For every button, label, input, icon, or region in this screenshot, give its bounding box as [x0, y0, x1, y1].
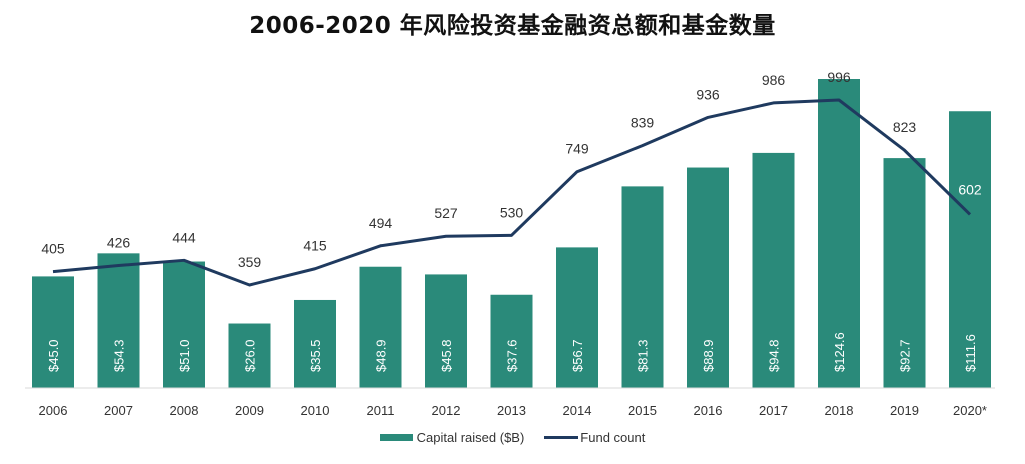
legend-item-capital: Capital raised ($B) — [379, 430, 525, 445]
line-value-label: 494 — [369, 215, 393, 231]
bar-2010 — [294, 299, 336, 388]
line-series — [52, 98, 972, 287]
bar-2017 — [752, 152, 795, 388]
x-tick-label: 2018 — [825, 403, 854, 418]
bar-value-label: $124.6 — [832, 332, 847, 372]
legend-label-fund-count: Fund count — [580, 430, 646, 445]
chart-area: $45.0 $54.3 $51.0 $26.0 $35.5 $48.9 $45.8 $37.6… — [25, 69, 995, 418]
bar-value-label: $111.6 — [963, 334, 978, 372]
x-tick-label: 2008 — [170, 403, 199, 418]
bar-2018 — [818, 79, 860, 388]
line-value-label: 527 — [434, 205, 458, 221]
x-tick-label: 2012 — [432, 403, 461, 418]
bar-2006 — [32, 276, 74, 388]
x-tick-label: 2020* — [953, 403, 987, 418]
x-tick-label: 2009 — [235, 403, 264, 418]
legend-swatch-bar — [379, 434, 413, 441]
line-value-label: 996 — [827, 69, 851, 85]
legend-label-capital: Capital raised ($B) — [416, 430, 525, 445]
x-tick-label: 2014 — [563, 403, 592, 418]
x-tick-label: 2010 — [301, 403, 330, 418]
x-tick-label: 2007 — [104, 403, 133, 418]
bar-value-label: $88.9 — [701, 339, 716, 372]
bar-series — [32, 79, 991, 388]
bar-2011 — [359, 266, 402, 388]
line-value-label: 936 — [696, 86, 720, 102]
x-tick-label: 2015 — [628, 403, 657, 418]
line-value-label: 444 — [172, 229, 196, 245]
x-tick-label: 2011 — [367, 403, 395, 418]
bar-2013 — [490, 294, 533, 388]
bar-value-label: $54.3 — [112, 339, 127, 372]
bar-value-label: $35.5 — [308, 339, 323, 372]
x-tick-label: 2016 — [694, 403, 723, 418]
x-tick-label: 2019 — [890, 403, 919, 418]
bar-2014 — [556, 247, 598, 388]
line-value-label: 839 — [631, 115, 655, 131]
bar-2012 — [425, 274, 467, 388]
data-labels: $45.0 $54.3 $51.0 $26.0 $35.5 $48.9 $45.8 $37.6… — [41, 69, 982, 372]
x-tick-labels: 2006 2007 2008 2009 2010 2011 2012 2013 2014 2015… — [39, 403, 987, 418]
legend: Capital raised ($B) Fund count — [0, 430, 1025, 445]
bar-value-label: $48.9 — [374, 339, 389, 372]
bar-2007 — [97, 253, 140, 388]
bar-value-label: $51.0 — [177, 339, 192, 372]
bar-2009 — [228, 323, 271, 388]
bar-2016 — [687, 167, 729, 388]
chart-title: 2006-2020 年风险投资基金融资总额和基金数量 — [249, 13, 776, 39]
line-value-label: 405 — [41, 241, 65, 257]
line-value-label: 426 — [107, 235, 131, 251]
bar-2019 — [883, 158, 926, 388]
legend-swatch-line — [544, 436, 579, 439]
line-value-label: 823 — [893, 119, 917, 135]
bar-value-label: $81.3 — [636, 339, 651, 372]
bar-2008 — [163, 261, 205, 388]
bar-2020 — [949, 111, 991, 388]
line-value-label: 530 — [500, 204, 524, 220]
bar-value-label: $56.7 — [570, 339, 585, 372]
bar-value-label: $94.8 — [767, 339, 782, 372]
line-value-label: 986 — [762, 72, 786, 88]
bar-value-label: $26.0 — [243, 339, 258, 372]
x-tick-label: 2006 — [39, 403, 68, 418]
line-value-label: 415 — [303, 238, 327, 254]
x-tick-label: 2013 — [497, 403, 526, 418]
bar-value-label: $92.7 — [898, 339, 913, 372]
line-value-label: 359 — [238, 254, 262, 270]
bar-value-label: $45.8 — [439, 339, 454, 372]
bar-value-label: $37.6 — [505, 339, 520, 372]
legend-item-fund-count: Fund count — [544, 430, 645, 445]
bar-value-label: $45.0 — [46, 339, 61, 372]
x-tick-label: 2017 — [759, 403, 788, 418]
line-value-label: 602 — [958, 181, 982, 197]
bar-2015 — [621, 186, 664, 388]
line-value-label: 749 — [565, 141, 589, 157]
